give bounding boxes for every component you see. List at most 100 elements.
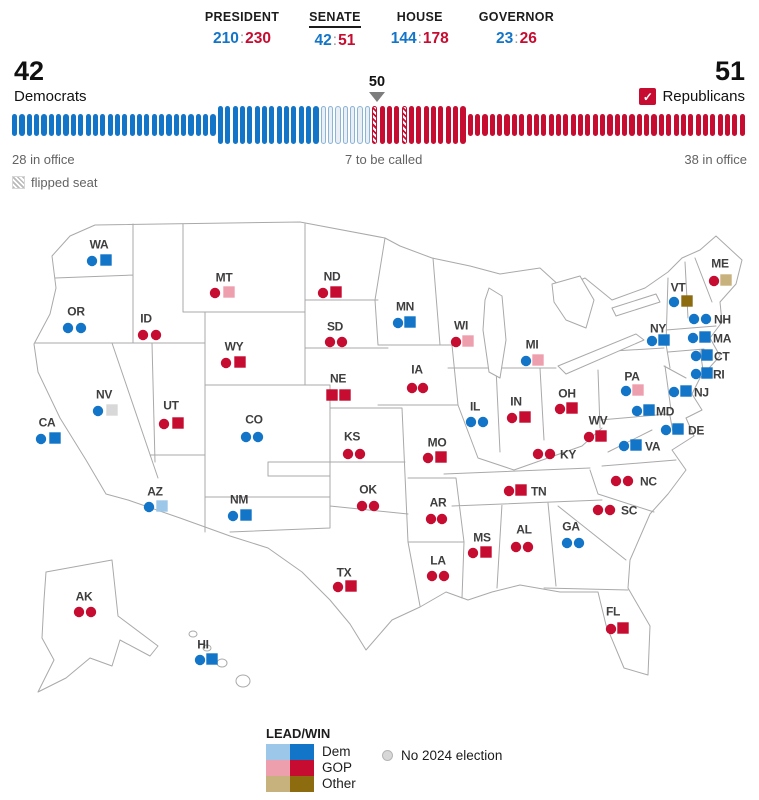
seat-pill-dem-in-office: [107, 114, 113, 136]
state-label-IA: IA: [411, 363, 423, 377]
seat-pill-gop-in-office: [555, 114, 562, 136]
seat-pill-gop-in-office: [688, 114, 694, 136]
seat-pill-dem-in-office: [92, 114, 99, 136]
legend-label-dem: Dem: [322, 744, 351, 759]
state-label-CO: CO: [245, 413, 262, 427]
seat-pill-dem-won-2024: [261, 106, 268, 144]
seat-pill-dem-won-2024: [276, 106, 282, 144]
seat-pill-dem-won-2024: [239, 106, 246, 144]
to-be-called-note: 7 to be called: [345, 152, 423, 167]
seat-pill-gop-in-office: [629, 114, 635, 136]
seat-pill-dem-won-2024: [269, 106, 275, 144]
seat-marker-OK-holdover: [368, 500, 380, 512]
seat-pill-dem-in-office: [151, 114, 157, 136]
seat-marker-MA-race: [699, 331, 711, 343]
state-label-NE: NE: [330, 372, 346, 386]
seat-pill-gop-in-office: [614, 114, 620, 136]
seat-pill-gop-won-2024: [408, 106, 415, 144]
seat-pill-gop-in-office: [622, 114, 628, 136]
seat-pill-gop-won-2024: [394, 106, 400, 144]
seat-pill-gop-in-office: [724, 114, 731, 136]
seat-pill-to-be-called: [364, 106, 370, 144]
seat-pill-to-be-called: [328, 106, 334, 144]
seat-marker-FL-race: [617, 622, 629, 634]
seat-pill-dem-in-office: [166, 114, 172, 136]
senate-seat-bar: [12, 104, 747, 146]
legend-swatch-other-lead: [266, 776, 290, 792]
seat-pill-gop-won-2024: [430, 106, 437, 144]
seat-marker-MS-holdover: [467, 547, 479, 559]
state-label-UT: UT: [163, 399, 179, 413]
seat-marker-PA-holdover: [620, 385, 632, 397]
seat-marker-WA-holdover: [86, 255, 98, 267]
seat-pill-gop-in-office: [548, 114, 554, 136]
seat-marker-IN-holdover: [506, 412, 518, 424]
seat-pill-gop-in-office: [695, 114, 701, 136]
seat-marker-DE-holdover: [660, 424, 672, 436]
seat-marker-NV-holdover: [92, 405, 104, 417]
seat-marker-MO-holdover: [422, 452, 434, 464]
nav-tab-label: GOVERNOR: [478, 10, 555, 24]
seat-pill-dem-in-office: [63, 114, 69, 136]
seat-pill-gop-won-2024: [445, 106, 451, 144]
nav-tab-president[interactable]: PRESIDENT 210:230: [205, 8, 279, 50]
seat-pill-to-be-called: [342, 106, 348, 144]
nav-tab-senate[interactable]: SENATE 42:51: [309, 8, 361, 50]
seat-marker-NE-race: [326, 389, 338, 401]
seat-pill-dem-won-2024: [232, 106, 238, 144]
seat-marker-KS-holdover: [354, 448, 366, 460]
state-label-GA: GA: [562, 520, 580, 534]
us-senate-map: WA OR CA NV ID MT WY UT AZ NM CO ND SD NE KS OK TX MN IA MO…: [0, 215, 759, 715]
legend-swatch-gop-lead: [266, 760, 290, 776]
legend-title: LEAD/WIN: [266, 726, 331, 741]
nav-tab-governor[interactable]: GOVERNOR 23:26: [479, 8, 554, 50]
state-label-OR: OR: [67, 305, 85, 319]
seat-pill-dem-in-office: [85, 114, 91, 136]
majority-label: 50: [368, 74, 386, 90]
seat-pill-dem-in-office: [48, 114, 54, 136]
seat-marker-ID-holdover: [137, 329, 149, 341]
seat-marker-VT-race: [681, 295, 693, 307]
seat-marker-VT-holdover: [668, 296, 680, 308]
flipped-seat-label: flipped seat: [31, 175, 98, 190]
seat-pill-dem-in-office: [159, 114, 165, 136]
seat-marker-TX-race: [345, 580, 357, 592]
seat-marker-NM-holdover: [227, 510, 239, 522]
seat-marker-TX-holdover: [332, 581, 344, 593]
legend-swatch-dem-win: [290, 744, 314, 760]
seat-pill-dem-won-2024: [313, 106, 319, 144]
state-label-RI: RI: [713, 368, 724, 382]
seat-marker-UT-race: [172, 417, 184, 429]
seat-marker-IL-holdover: [477, 416, 489, 428]
state-label-MI: MI: [526, 338, 539, 352]
seat-marker-AZ-race: [156, 500, 168, 512]
seat-marker-WI-race: [462, 335, 474, 347]
seat-pill-gop-in-office: [497, 114, 503, 136]
seat-pill-flipped: [401, 106, 407, 144]
gop-winner-check-icon: ✓: [639, 88, 657, 105]
seat-marker-ID-holdover: [150, 329, 162, 341]
seat-marker-AL-holdover: [510, 541, 522, 553]
state-label-ND: ND: [324, 270, 341, 284]
state-label-IL: IL: [470, 400, 480, 414]
seat-marker-CA-race: [49, 432, 61, 444]
seat-marker-MS-race: [480, 546, 492, 558]
seat-marker-OH-holdover: [554, 403, 566, 415]
seat-pill-dem-in-office: [173, 114, 179, 136]
seat-pill-gop-in-office: [592, 114, 598, 136]
seat-pill-dem-in-office: [195, 114, 201, 136]
gop-office-note: 38 in office: [684, 152, 747, 167]
seat-pill-dem-in-office: [210, 114, 216, 136]
seat-pill-gop-in-office: [600, 114, 606, 136]
seat-marker-RI-race: [701, 367, 713, 379]
seat-pill-gop-in-office: [607, 114, 613, 136]
nav-tab-house[interactable]: HOUSE 144:178: [391, 8, 449, 50]
seat-marker-KY-holdover: [532, 448, 544, 460]
seat-marker-KY-holdover: [544, 448, 556, 460]
state-label-NV: NV: [96, 388, 112, 402]
seat-marker-CT-holdover: [690, 350, 702, 362]
seat-pill-gop-in-office: [636, 114, 642, 136]
seat-pill-gop-in-office: [658, 114, 664, 136]
dem-headline: 42 Democrats: [14, 58, 87, 106]
